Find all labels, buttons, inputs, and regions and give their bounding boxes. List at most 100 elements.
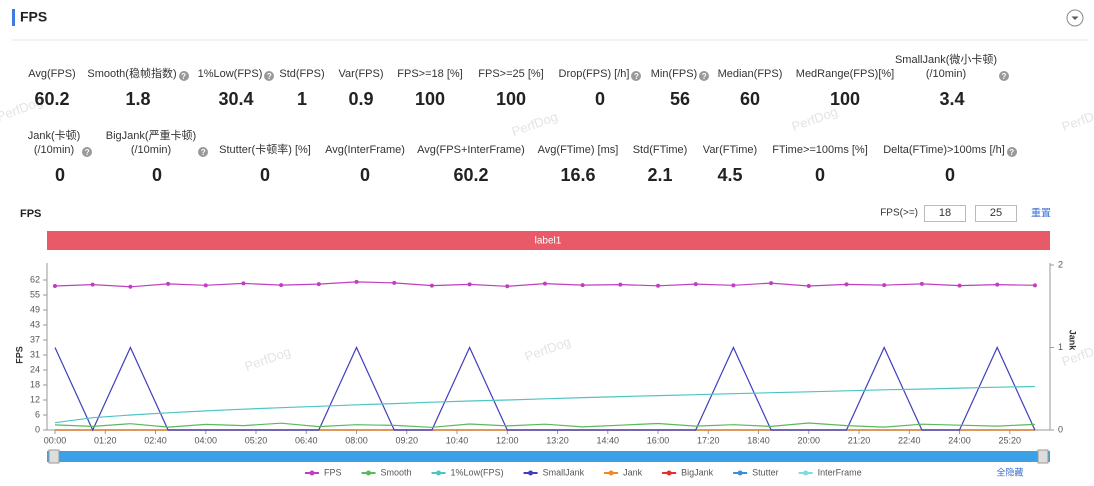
help-icon[interactable]	[1006, 146, 1017, 160]
x-tick-label: 12:00	[496, 435, 519, 445]
help-icon[interactable]	[178, 70, 189, 84]
stat-value: 0	[814, 165, 825, 185]
legend-marker	[309, 470, 315, 476]
stat: 1%Low(FPS) 30.4	[166, 53, 306, 110]
stat: MedRange(FPS)[%] 100	[775, 53, 915, 110]
slider-handle[interactable]	[1037, 449, 1049, 464]
stat-value: 0	[54, 165, 65, 185]
legend-label: InterFrame	[818, 467, 862, 477]
help-icon[interactable]	[699, 70, 710, 84]
stat-label-box: Delta(FTime)>100ms [/h]	[880, 129, 1020, 160]
x-tick-label: 02:40	[144, 435, 167, 445]
stat-value: 3.4	[939, 89, 965, 109]
legend-label: Stutter	[752, 467, 779, 477]
hide-all-button[interactable]: 全隐藏	[996, 466, 1023, 477]
help-icon[interactable]	[198, 146, 209, 160]
stat-value: 60.2	[34, 89, 70, 109]
data-point	[957, 283, 962, 288]
data-point	[53, 284, 57, 289]
stat-value: 0	[944, 165, 955, 185]
x-tick-label: 18:40	[747, 435, 770, 445]
y-tick-label: 31	[30, 349, 40, 359]
help-icon[interactable]	[264, 70, 275, 84]
stat-label: Drop(FPS) [/h]	[558, 68, 630, 80]
legend-item[interactable]: Stutter	[733, 467, 779, 477]
data-point	[90, 282, 95, 287]
stat-label-box: Drop(FPS) [/h]	[530, 53, 670, 84]
data-point	[769, 281, 774, 286]
data-point	[505, 284, 510, 289]
legend-item[interactable]: 1%Low(FPS)	[431, 467, 504, 477]
data-point	[919, 281, 924, 286]
help-icon[interactable]	[82, 146, 93, 160]
legend-item[interactable]: Jank	[604, 467, 643, 477]
x-tick-label: 17:20	[697, 435, 720, 445]
data-point	[166, 281, 171, 286]
x-tick-label: 16:00	[647, 435, 670, 445]
stat: Stutter(卡顿率) [%] 0	[195, 129, 335, 186]
slider-handle[interactable]	[48, 449, 60, 464]
header-accent	[12, 9, 15, 26]
data-point	[279, 283, 284, 288]
legend-item[interactable]: Smooth	[361, 467, 412, 477]
legend-item[interactable]: FPS	[305, 467, 342, 477]
threshold-input[interactable]: 25	[975, 205, 1017, 222]
stat: Var(FTime) 4.5	[660, 129, 800, 186]
stat-label-box: Min(FPS)	[610, 53, 750, 84]
stat-value: 4.5	[717, 165, 743, 185]
legend-marker	[666, 470, 672, 476]
y-tick-label: 62	[30, 274, 40, 284]
stat-label: Avg(FPS+InterFrame)	[417, 144, 525, 156]
legend-marker	[737, 470, 743, 476]
legend-label: SmallJank	[543, 467, 585, 477]
threshold-input[interactable]: 18	[924, 205, 966, 222]
stat-label: MedRange(FPS)[%]	[795, 68, 895, 80]
stat-value: 60.2	[453, 165, 489, 185]
stat-label: FPS>=18 [%]	[397, 68, 463, 80]
y-tick-label: 37	[30, 334, 40, 344]
legend-label: Jank	[623, 467, 643, 477]
data-point	[392, 280, 397, 285]
reset-button[interactable]: 重置	[1031, 207, 1051, 220]
stat: Min(FPS) 56	[610, 53, 750, 110]
stat: FTime>=100ms [%] 0	[750, 129, 890, 186]
x-tick-label: 08:00	[345, 435, 368, 445]
data-point	[618, 282, 623, 287]
stat: Std(FPS) 1	[232, 53, 372, 110]
data-point	[806, 284, 811, 289]
collapse-icon	[1071, 16, 1079, 20]
stat-label: Std(FPS)	[279, 68, 325, 80]
stat-label: Smooth(稳帧指数)	[87, 68, 177, 80]
legend-item[interactable]: InterFrame	[798, 467, 862, 477]
stat: SmallJank(微小卡顿) (/10min) 3.4	[882, 53, 1022, 110]
legend-item[interactable]: BigJank	[662, 467, 714, 477]
label-bar	[47, 231, 1050, 250]
stat-value: 2.1	[647, 165, 673, 185]
legend-label: 1%Low(FPS)	[451, 467, 504, 477]
data-point	[241, 281, 246, 286]
zoom-slider[interactable]	[47, 451, 1050, 462]
help-icon[interactable]	[631, 70, 642, 84]
legend-item[interactable]: SmallJank	[523, 467, 585, 477]
x-tick-label: 14:40	[597, 435, 620, 445]
legend-marker	[528, 470, 534, 476]
data-point	[542, 281, 547, 286]
legend-marker	[608, 470, 614, 476]
collapse-button[interactable]	[1066, 9, 1084, 27]
stat: Avg(FPS+InterFrame) 60.2	[401, 129, 541, 186]
stat-label: 1%Low(FPS)	[197, 68, 263, 80]
legend-label: BigJank	[681, 467, 714, 477]
stat-label-box: Var(FPS)	[291, 53, 431, 81]
stat-label: Stutter(卡顿率) [%]	[219, 144, 311, 156]
stat-label-box: Avg(FPS)	[0, 53, 122, 81]
x-tick-label: 13:20	[546, 435, 569, 445]
stat-value: 0	[151, 165, 162, 185]
stat: Avg(FTime) [ms] 16.6	[508, 129, 648, 186]
stat: Std(FTime) 2.1	[590, 129, 730, 186]
series-line	[54, 422, 1035, 428]
help-icon[interactable]	[999, 70, 1010, 84]
stat: BigJank(严重卡顿) (/10min) 0	[87, 129, 227, 186]
chart-title: FPS	[20, 208, 41, 220]
stat-label: SmallJank(微小卡顿) (/10min)	[894, 54, 998, 80]
